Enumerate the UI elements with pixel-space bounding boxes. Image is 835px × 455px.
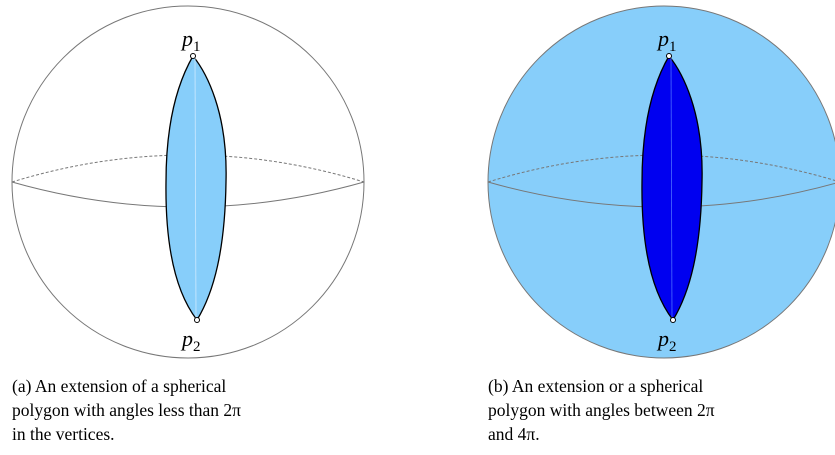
caption-line: (a) An extension of a spherical <box>12 376 226 396</box>
caption-line: (b) An extension or a spherical <box>488 376 703 396</box>
caption-line: polygon with angles less than 2π <box>12 400 241 420</box>
figure: p1 p2 (a) An extension of a spherical po… <box>0 0 835 455</box>
caption-line: polygon with angles between 2π <box>488 400 715 420</box>
panel-b: p1 p2 (b) An extension or a spherical po… <box>488 6 835 444</box>
panel-a: p1 p2 (a) An extension of a spherical po… <box>12 6 364 444</box>
vertex <box>195 318 200 323</box>
caption-line: in the vertices. <box>12 424 115 444</box>
page: p1 p2 (a) An extension of a spherical po… <box>0 0 835 455</box>
vertex <box>671 318 676 323</box>
caption-line: and 4π. <box>488 424 540 444</box>
